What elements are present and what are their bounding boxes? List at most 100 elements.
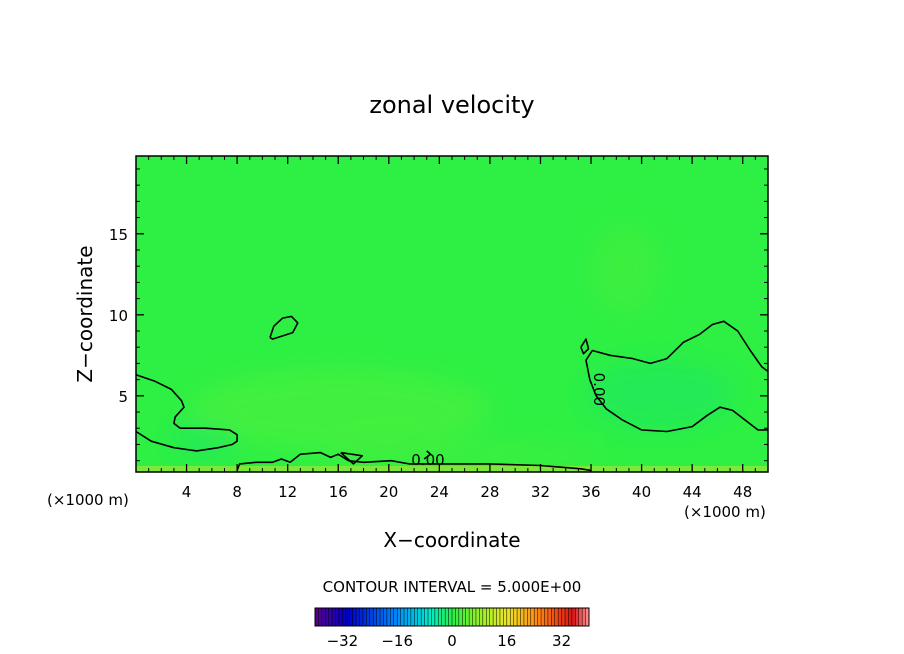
colorbar-cell-76	[575, 608, 580, 626]
colorbar-cell-4	[328, 608, 333, 626]
colorbar-cell-75	[571, 608, 576, 626]
colorbar-cell-32	[424, 608, 429, 626]
colorbar-frame	[314, 607, 590, 627]
colorbar-cell-36	[438, 608, 443, 626]
colorbar-tick-label-3: 16	[497, 632, 516, 650]
colorbar-cell-61	[523, 608, 528, 626]
x-tick-label-28: 28	[480, 483, 499, 501]
colorbar-cell-12	[356, 608, 360, 626]
colorbar-cell-3	[325, 608, 329, 626]
x-tick-label-36: 36	[581, 483, 600, 501]
colorbar-cell-23	[393, 608, 398, 626]
colorbar-cell-65	[537, 608, 542, 626]
colorbar-cell-66	[541, 608, 545, 626]
contour-interval-text: CONTOUR INTERVAL = 5.000E+00	[323, 578, 582, 596]
x-tick-label-40: 40	[632, 483, 651, 501]
colorbar-tick-label-2: 0	[447, 632, 457, 650]
colorbar-cell-44	[465, 608, 470, 626]
y-axis-label: Z−coordinate	[73, 245, 97, 382]
x-tick-label-8: 8	[232, 483, 242, 501]
contour-left-upper	[135, 374, 238, 452]
colorbar-cell-49	[482, 608, 487, 626]
colorbar-cell-35	[434, 608, 439, 626]
colorbar-cell-68	[547, 608, 552, 626]
colorbar-cell-59	[517, 608, 521, 626]
colorbar-cell-1	[318, 608, 323, 626]
y-axis-ticks: 5 10 15	[109, 168, 768, 462]
chart-title: zonal velocity	[369, 91, 534, 119]
colorbar-cell-60	[520, 608, 525, 626]
y-tick-label-15: 15	[109, 226, 128, 244]
x-tick-label-4: 4	[182, 483, 192, 501]
colorbar-cell-48	[479, 608, 484, 626]
contour-triangle-17	[340, 451, 364, 465]
colorbar-cell-72	[561, 608, 566, 626]
colorbar-cell-18	[376, 608, 381, 626]
contour-hook-23	[423, 450, 432, 460]
colorbar-cell-14	[362, 608, 367, 626]
contour-notch-35	[580, 338, 590, 355]
colorbar-cell-64	[534, 608, 538, 626]
colorbar-cell-58	[513, 608, 518, 626]
colorbar-cell-22	[390, 608, 395, 626]
colorbar-cell-63	[530, 608, 535, 626]
colorbar-cell-52	[493, 608, 497, 626]
colorbar-cell-28	[410, 608, 415, 626]
colorbar-cell-15	[366, 608, 371, 626]
x-tick-label-32: 32	[531, 483, 550, 501]
x-unit-right: (×1000 m)	[684, 503, 766, 521]
shade-center-warm	[190, 370, 490, 450]
colorbar-cell-13	[359, 608, 364, 626]
colorbar-cell-67	[544, 608, 549, 626]
colorbar-cell-29	[414, 608, 419, 626]
colorbar-cell-51	[489, 608, 494, 626]
colorbar-cell-39	[448, 608, 453, 626]
x-tick-label-44: 44	[683, 483, 702, 501]
x-tick-label-12: 12	[278, 483, 297, 501]
colorbar-cell-50	[486, 608, 490, 626]
contour-labels: 0.00 0.00	[411, 373, 608, 470]
x-tick-label-24: 24	[430, 483, 449, 501]
contour-right-outer	[585, 320, 769, 433]
colorbar-cell-30	[417, 608, 422, 626]
colorbar-cell-11	[352, 608, 357, 626]
field-shading	[170, 225, 735, 469]
colorbar-cell-20	[383, 608, 388, 626]
x-unit-left: (×1000 m)	[47, 491, 129, 509]
colorbar-cell-10	[349, 608, 353, 626]
y-tick-label-5: 5	[118, 388, 128, 406]
colorbar-cell-5	[332, 608, 336, 626]
colorbar-cell-71	[558, 608, 562, 626]
colorbar-cell-41	[455, 608, 460, 626]
colorbar-cell-74	[568, 608, 573, 626]
colorbar-cell-34	[431, 608, 436, 626]
colorbar-cell-47	[475, 608, 480, 626]
colorbar-cell-0	[315, 608, 319, 626]
colorbar-cell-55	[503, 608, 508, 626]
colorbar-cell-2	[321, 608, 326, 626]
colorbar-tick-label-1: −16	[381, 632, 413, 650]
colorbar-cell-21	[386, 608, 391, 626]
contours	[135, 315, 769, 472]
x-axis-label: X−coordinate	[383, 528, 520, 552]
shade-bottom-mid	[320, 441, 600, 469]
colorbar-cell-73	[565, 608, 569, 626]
colorbar-cell-70	[554, 608, 559, 626]
colorbar-cell-42	[458, 608, 463, 626]
velocity-field	[136, 156, 768, 472]
colorbar-cell-6	[335, 608, 340, 626]
colorbar-cell-9	[345, 608, 350, 626]
colorbar-cell-54	[499, 608, 504, 626]
colorbar-cell-77	[578, 608, 583, 626]
x-axis-ticks: 4 8 12 16 20 24 28 32 36 40 44 48	[148, 156, 756, 501]
colorbar-cell-53	[496, 608, 501, 626]
colorbar-cell-31	[421, 608, 425, 626]
colorbar-tick-label-4: 32	[552, 632, 571, 650]
colorbar-cell-17	[373, 608, 377, 626]
x-tick-label-48: 48	[733, 483, 752, 501]
colorbar-cell-19	[380, 608, 384, 626]
colorbar-cell-8	[342, 608, 347, 626]
colorbar-cell-78	[582, 608, 586, 626]
colorbar-tick-labels: −32 −16 0 16 32	[327, 632, 572, 650]
